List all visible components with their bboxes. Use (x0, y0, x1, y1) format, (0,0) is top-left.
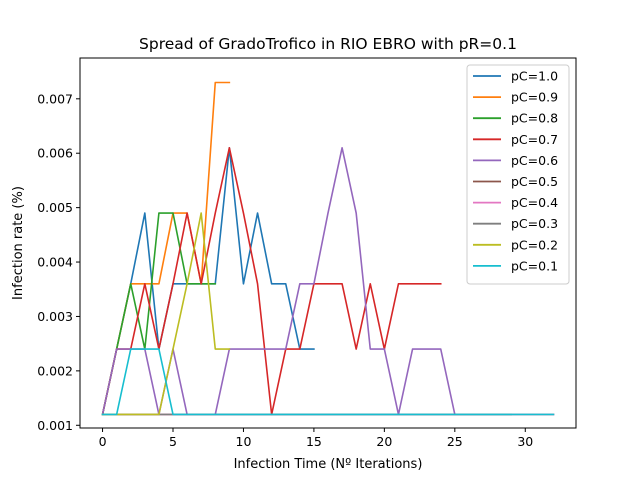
x-tick-label: 0 (99, 434, 107, 449)
series-line-pc-0-8 (101, 212, 217, 416)
legend-box (466, 64, 570, 285)
x-axis: 0 5 10 15 20 25 30 (99, 428, 533, 449)
legend-label: pC=0.4 (511, 195, 558, 210)
x-tick-label: 25 (447, 434, 463, 449)
y-axis: 0.001 0.002 0.003 0.004 0.005 0.006 0.007 (37, 91, 80, 433)
legend-label: pC=0.7 (511, 132, 558, 147)
y-tick-label: 0.006 (37, 146, 73, 161)
y-tick-label: 0.001 (37, 418, 73, 433)
legend-label: pC=0.9 (511, 90, 558, 105)
x-tick-label: 10 (236, 434, 252, 449)
y-tick-label: 0.007 (37, 91, 73, 106)
y-axis-label: Infection rate (%) (11, 186, 26, 300)
y-tick-label: 0.005 (37, 200, 73, 215)
legend-label: pC=0.8 (511, 111, 558, 126)
series-line-pc-0-1 (101, 348, 555, 416)
y-tick-label: 0.003 (37, 309, 73, 324)
legend-label: pC=1.0 (511, 69, 558, 84)
legend-label: pC=0.1 (511, 258, 558, 273)
legend-label: pC=0.3 (511, 216, 558, 231)
x-tick-label: 5 (169, 434, 177, 449)
legend-label: pC=0.2 (511, 237, 558, 252)
x-tick-label: 15 (306, 434, 322, 449)
plot-area (79, 57, 577, 429)
y-tick-label: 0.004 (37, 255, 73, 270)
plot-frame (79, 57, 577, 429)
legend-label: pC=0.5 (511, 174, 558, 189)
x-tick-label: 20 (376, 434, 392, 449)
x-tick-label: 30 (517, 434, 533, 449)
legend-label: pC=0.6 (511, 153, 558, 168)
chart-title: Spread of GradoTrofico in RIO EBRO with … (139, 35, 517, 53)
legend: pC=1.0 pC=0.9 pC=0.8 pC=0.7 pC=0.6 pC=0.5 pC=0… (466, 64, 570, 285)
y-tick-label: 0.002 (37, 363, 73, 378)
x-axis-label: Infection Time (Nº Iterations) (234, 457, 423, 472)
series-layer (101, 81, 555, 416)
